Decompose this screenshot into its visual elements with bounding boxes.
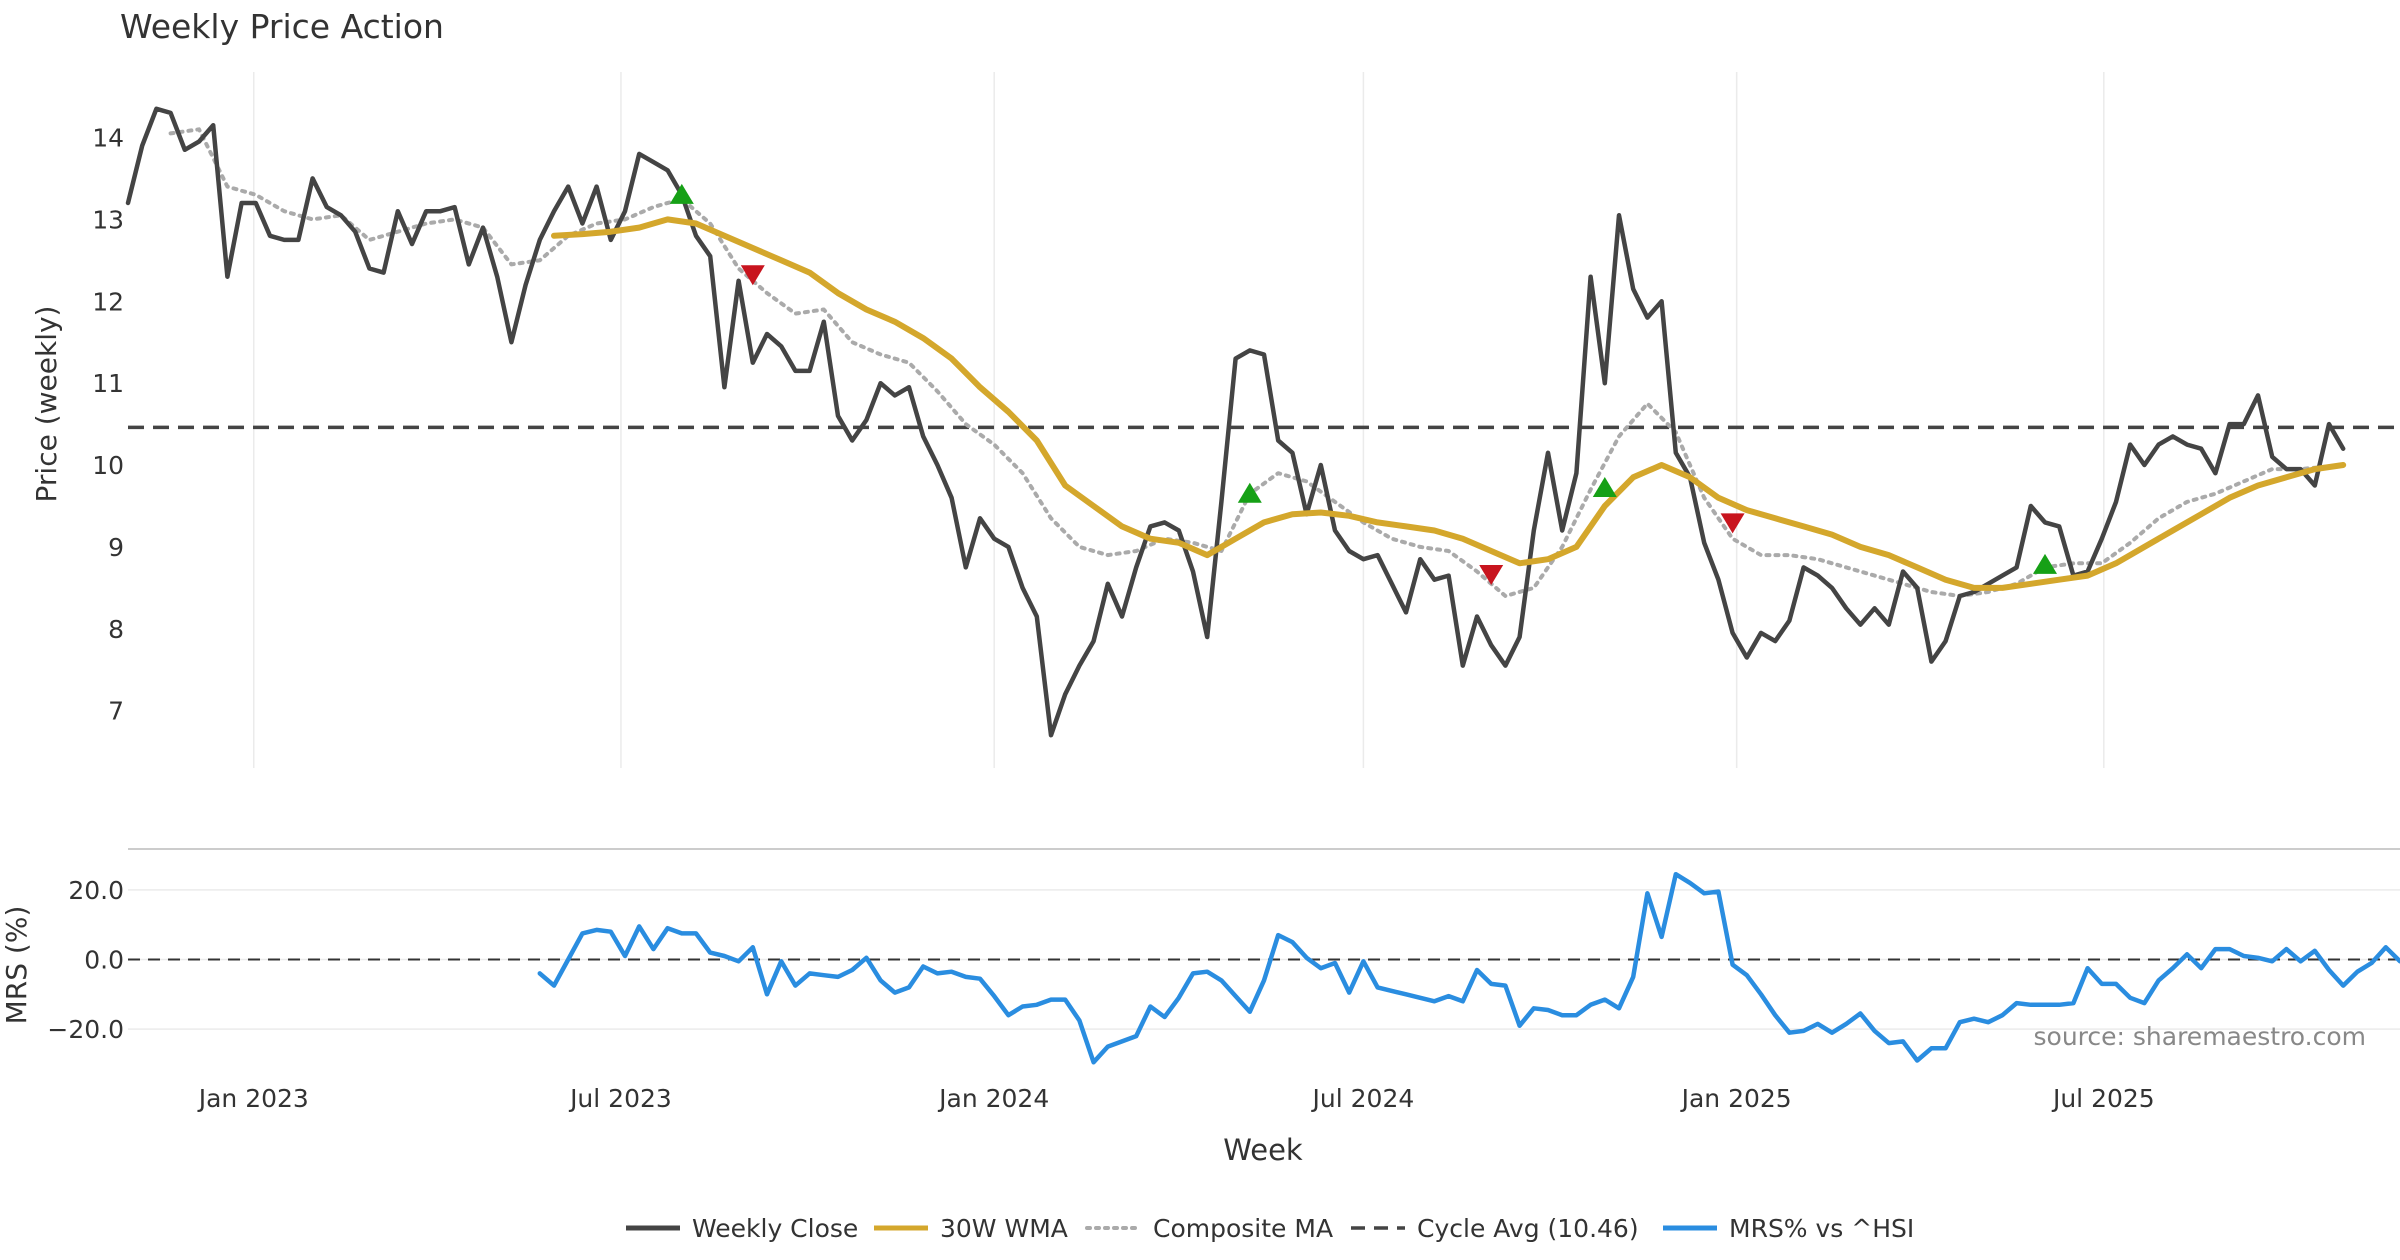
buy-signal-marker (1592, 476, 1617, 497)
sell-signal-marker (1720, 513, 1745, 534)
price-y-tick-label: 10 (92, 451, 124, 480)
legend-label: 30W WMA (940, 1214, 1068, 1243)
mrs-y-label: MRS (%) (0, 906, 33, 1025)
legend-label: Weekly Close (692, 1214, 858, 1243)
price-y-tick-label: 14 (92, 124, 124, 153)
mrs-y-tick-label: 20.0 (68, 876, 124, 905)
buy-signal-marker (669, 183, 694, 204)
price-series (125, 106, 2400, 738)
source-credit: source: sharemaestro.com (2034, 1022, 2367, 1051)
buy-signal-marker (1237, 482, 1262, 503)
chart-title: Weekly Price Action (120, 7, 444, 46)
price-y-tick-label: 12 (92, 287, 124, 316)
price-y-tick-label: 7 (108, 697, 124, 726)
price-panel: 7 8 9 10 11 12 13 14 Price (weekly) (30, 72, 2400, 768)
price-y-tick-label: 9 (108, 533, 124, 562)
legend-label: Composite MA (1153, 1214, 1333, 1243)
mrs-panel: 20.0 0.0 −20.0 MRS (%) source: sharemaestr… (0, 848, 2400, 1065)
weekly-close-line (125, 106, 2346, 738)
price-y-label: Price (weekly) (30, 306, 63, 503)
legend: Weekly Close 30W WMA Composite MA Cycle Avg… (626, 1214, 1914, 1243)
legend-label: Cycle Avg (10.46) (1417, 1214, 1639, 1243)
signal-markers (669, 183, 2057, 585)
sell-signal-marker (740, 265, 765, 286)
mrs-y-tick-label: 0.0 (84, 946, 124, 975)
legend-label: MRS% vs ^HSI (1729, 1214, 1914, 1243)
mrs-y-ticks: 20.0 0.0 −20.0 (47, 876, 124, 1044)
x-axis-label: Week (1223, 1133, 1303, 1167)
mrs-gridlines (128, 889, 2400, 1030)
price-gridlines (253, 72, 2105, 768)
x-tick-label: Jul 2024 (1311, 1084, 1415, 1113)
sell-signal-marker (1479, 564, 1504, 585)
x-axis-ticks: Jan 2023 Jul 2023 Jan 2024 Jul 2024 Jan 2025… (197, 1084, 2155, 1113)
mrs-y-tick-label: −20.0 (47, 1015, 124, 1044)
buy-signal-marker (2033, 553, 2057, 574)
wma-30w-line (551, 216, 2347, 591)
x-tick-label: Jul 2023 (568, 1084, 672, 1113)
x-tick-label: Jul 2025 (2051, 1084, 2155, 1113)
mrs-line (537, 871, 2400, 1065)
price-y-tick-label: 13 (92, 205, 124, 234)
price-y-ticks: 7 8 9 10 11 12 13 14 (92, 124, 124, 726)
x-tick-label: Jan 2025 (1680, 1084, 1792, 1113)
x-tick-label: Jan 2024 (937, 1084, 1049, 1113)
x-tick-label: Jan 2023 (197, 1084, 309, 1113)
price-y-tick-label: 8 (108, 615, 124, 644)
price-y-tick-label: 11 (92, 369, 124, 398)
mrs-series (128, 871, 2400, 1065)
